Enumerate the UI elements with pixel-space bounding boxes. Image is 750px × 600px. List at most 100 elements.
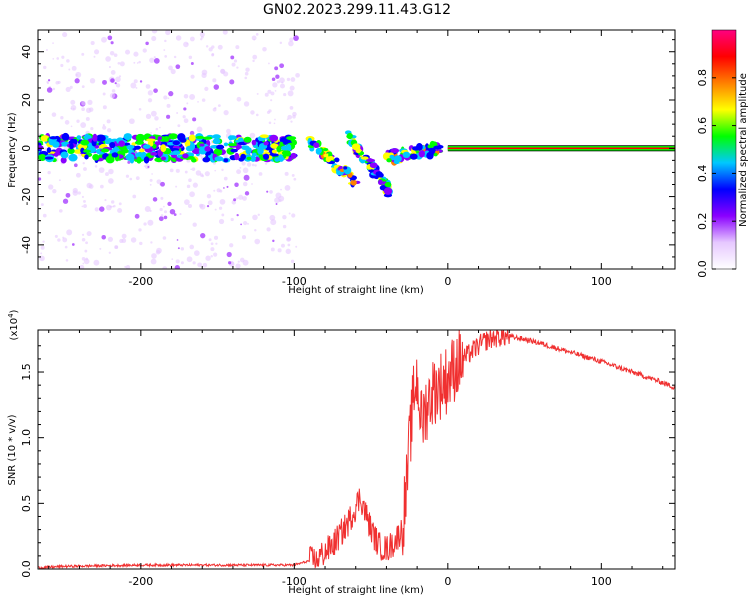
spectral-blob xyxy=(281,150,291,156)
noise-speck xyxy=(125,174,130,178)
spectral-blob xyxy=(80,139,90,146)
spectral-blob xyxy=(270,143,279,149)
noise-speck xyxy=(109,93,116,99)
spectral-blob xyxy=(412,146,420,151)
noise-speck xyxy=(274,90,277,92)
spectral-blob xyxy=(80,147,85,154)
spectral-blob xyxy=(94,144,100,149)
spectral-blob xyxy=(263,153,270,160)
spectral-blob xyxy=(177,133,186,142)
x-tick-label: -100 xyxy=(282,575,307,588)
noise-speck xyxy=(54,234,58,238)
spectral-blob xyxy=(433,152,438,157)
noise-speck xyxy=(262,46,267,52)
spectral-blob xyxy=(126,144,135,150)
noise-speck xyxy=(221,168,224,172)
noise-speck xyxy=(204,86,209,91)
noise-speck xyxy=(142,48,147,53)
spectral-blob xyxy=(369,162,378,169)
colorbar-tick-label: 0.4 xyxy=(696,165,709,183)
spectral-blob xyxy=(202,157,211,163)
noise-speck xyxy=(99,206,105,212)
noise-speck xyxy=(156,179,162,185)
noise-speck xyxy=(84,249,88,253)
noise-speck xyxy=(102,125,107,130)
noise-speck xyxy=(243,220,248,226)
spectral-blob xyxy=(190,142,196,151)
spectral-blob xyxy=(191,147,201,155)
noise-speck xyxy=(110,200,115,204)
noise-speck xyxy=(45,49,48,51)
noise-speck xyxy=(102,92,106,96)
noise-speck xyxy=(212,107,217,112)
noise-speck xyxy=(210,247,215,252)
noise-speck xyxy=(175,35,182,41)
noise-speck xyxy=(223,110,229,116)
noise-speck xyxy=(286,118,289,121)
noise-speck xyxy=(64,245,68,249)
noise-speck xyxy=(153,88,158,93)
noise-speck xyxy=(164,39,167,43)
noise-speck xyxy=(205,45,209,48)
spectral-blob xyxy=(276,145,282,153)
noise-speck xyxy=(66,59,70,63)
noise-speck xyxy=(121,233,127,239)
y-tick-label: -40 xyxy=(20,236,33,254)
noise-speck xyxy=(69,85,73,89)
noise-speck xyxy=(242,196,247,201)
noise-speck xyxy=(214,169,217,172)
noise-speck xyxy=(188,55,193,60)
noise-speck xyxy=(108,65,111,69)
noise-speck xyxy=(105,172,109,176)
noise-speck xyxy=(71,243,75,246)
noise-speck xyxy=(158,216,164,222)
noise-speck xyxy=(218,206,223,210)
noise-speck xyxy=(192,182,198,188)
snr-y-label: SNR (10 * v/v) xyxy=(7,414,18,485)
noise-speck xyxy=(183,93,189,99)
spectral-blob xyxy=(433,145,441,150)
noise-speck xyxy=(226,185,229,188)
noise-speck xyxy=(186,184,191,189)
noise-speck xyxy=(155,127,159,131)
spectral-blob xyxy=(424,143,430,151)
noise-speck xyxy=(149,209,152,212)
noise-speck xyxy=(223,176,228,181)
spectral-blob xyxy=(135,152,145,159)
noise-speck xyxy=(231,62,236,67)
noise-speck xyxy=(280,188,282,191)
spectral-blob xyxy=(84,133,90,142)
spectral-blob xyxy=(100,148,110,153)
noise-speck xyxy=(159,207,163,212)
noise-speck xyxy=(264,92,269,97)
noise-speck xyxy=(292,114,296,119)
noise-speck xyxy=(214,208,217,211)
noise-speck xyxy=(184,170,188,174)
noise-speck xyxy=(280,243,285,248)
spectral-blob xyxy=(290,152,297,159)
noise-speck xyxy=(160,181,165,187)
noise-speck xyxy=(62,32,68,38)
noise-speck xyxy=(85,116,90,121)
spectral-blob xyxy=(92,154,100,161)
noise-speck xyxy=(186,42,189,45)
noise-speck xyxy=(210,255,213,258)
noise-speck xyxy=(217,104,221,108)
noise-speck xyxy=(121,238,127,244)
noise-speck xyxy=(48,184,54,190)
noise-speck xyxy=(57,238,61,242)
noise-speck xyxy=(110,70,116,75)
spectral-blob xyxy=(131,142,136,147)
spectral-blob xyxy=(67,147,75,155)
spectral-blob xyxy=(216,144,225,150)
noise-speck xyxy=(192,117,197,122)
noise-speck xyxy=(293,35,299,41)
spectral-blob xyxy=(142,144,151,149)
noise-speck xyxy=(240,223,243,226)
spectral-blob xyxy=(230,148,238,153)
spectrogram-plot xyxy=(38,30,675,269)
spectral-blob xyxy=(315,147,322,154)
spectral-blob xyxy=(377,179,383,186)
x-tick-label: -100 xyxy=(282,275,307,288)
spectral-blob xyxy=(49,136,59,140)
